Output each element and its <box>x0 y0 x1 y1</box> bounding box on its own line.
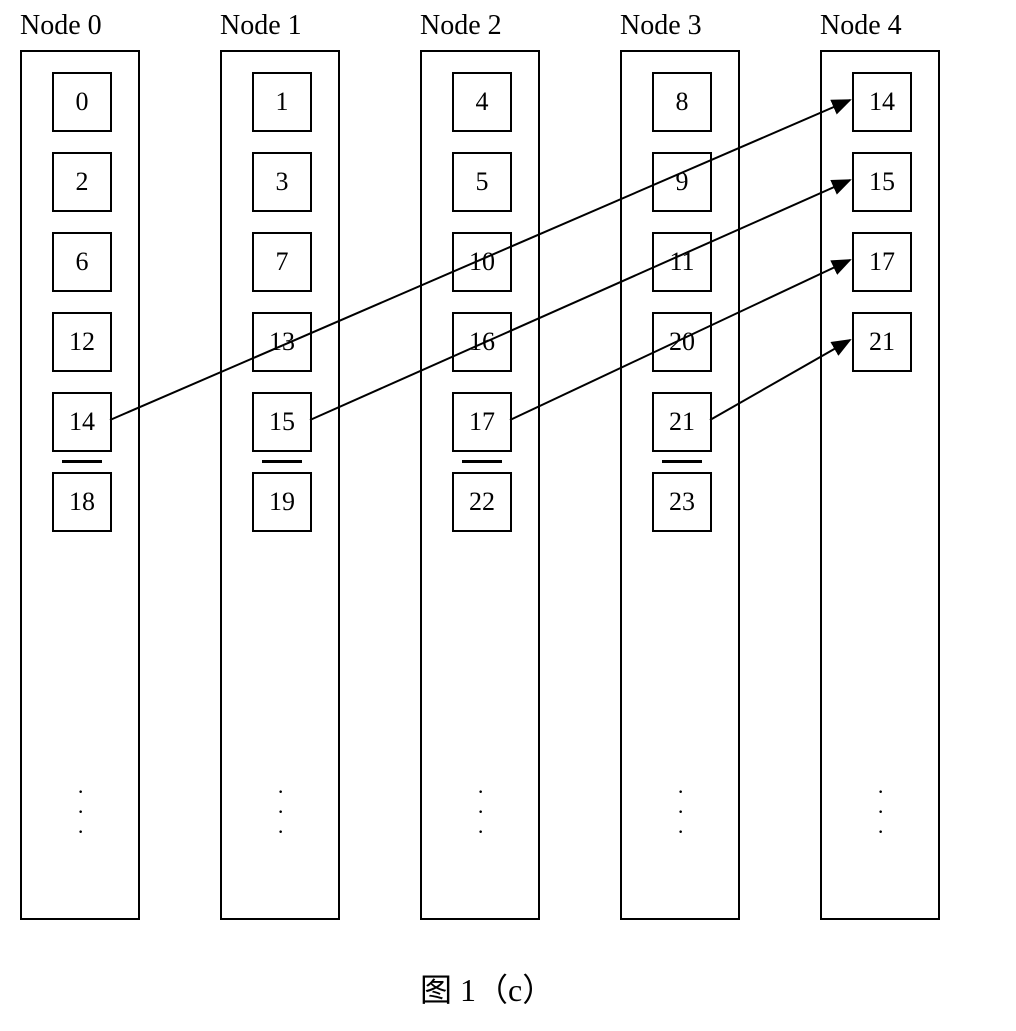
cell-underline <box>462 460 502 463</box>
node-column-1: 1 3 7 13 15 19 ··· <box>220 50 340 920</box>
cell: 8 <box>652 72 712 132</box>
cell: 9 <box>652 152 712 212</box>
cell: 23 <box>652 472 712 532</box>
cell: 7 <box>252 232 312 292</box>
cell: 0 <box>52 72 112 132</box>
cell: 15 <box>252 392 312 452</box>
cell: 17 <box>452 392 512 452</box>
cell: 5 <box>452 152 512 212</box>
node-label-0: Node 0 <box>20 10 102 42</box>
cell: 6 <box>52 232 112 292</box>
cell: 11 <box>652 232 712 292</box>
node-label-2: Node 2 <box>420 10 502 42</box>
cell: 2 <box>52 152 112 212</box>
cell: 14 <box>852 72 912 132</box>
node-column-2: 4 5 10 16 17 22 ··· <box>420 50 540 920</box>
cell: 1 <box>252 72 312 132</box>
node-label-4: Node 4 <box>820 10 902 42</box>
cell-underline <box>262 460 302 463</box>
figure-caption: 图 1（c） <box>420 965 554 1011</box>
node-column-3: 8 9 11 20 21 23 ··· <box>620 50 740 920</box>
cell: 22 <box>452 472 512 532</box>
node-column-4: 14 15 17 21 ··· <box>820 50 940 920</box>
cell: 4 <box>452 72 512 132</box>
continuation-dots: ··· <box>77 782 86 842</box>
continuation-dots: ··· <box>677 782 686 842</box>
cell: 18 <box>52 472 112 532</box>
cell: 21 <box>852 312 912 372</box>
cell: 19 <box>252 472 312 532</box>
node-column-0: 0 2 6 12 14 18 ··· <box>20 50 140 920</box>
continuation-dots: ··· <box>477 782 486 842</box>
cell: 17 <box>852 232 912 292</box>
continuation-dots: ··· <box>277 782 286 842</box>
cell: 20 <box>652 312 712 372</box>
diagram-canvas: Node 0 Node 1 Node 2 Node 3 Node 4 0 2 6… <box>0 0 1016 1031</box>
cell: 16 <box>452 312 512 372</box>
cell: 10 <box>452 232 512 292</box>
cell: 12 <box>52 312 112 372</box>
cell-underline <box>62 460 102 463</box>
cell: 3 <box>252 152 312 212</box>
continuation-dots: ··· <box>877 782 886 842</box>
cell: 21 <box>652 392 712 452</box>
cell-underline <box>662 460 702 463</box>
cell: 13 <box>252 312 312 372</box>
cell: 15 <box>852 152 912 212</box>
node-label-1: Node 1 <box>220 10 302 42</box>
node-label-3: Node 3 <box>620 10 702 42</box>
cell: 14 <box>52 392 112 452</box>
